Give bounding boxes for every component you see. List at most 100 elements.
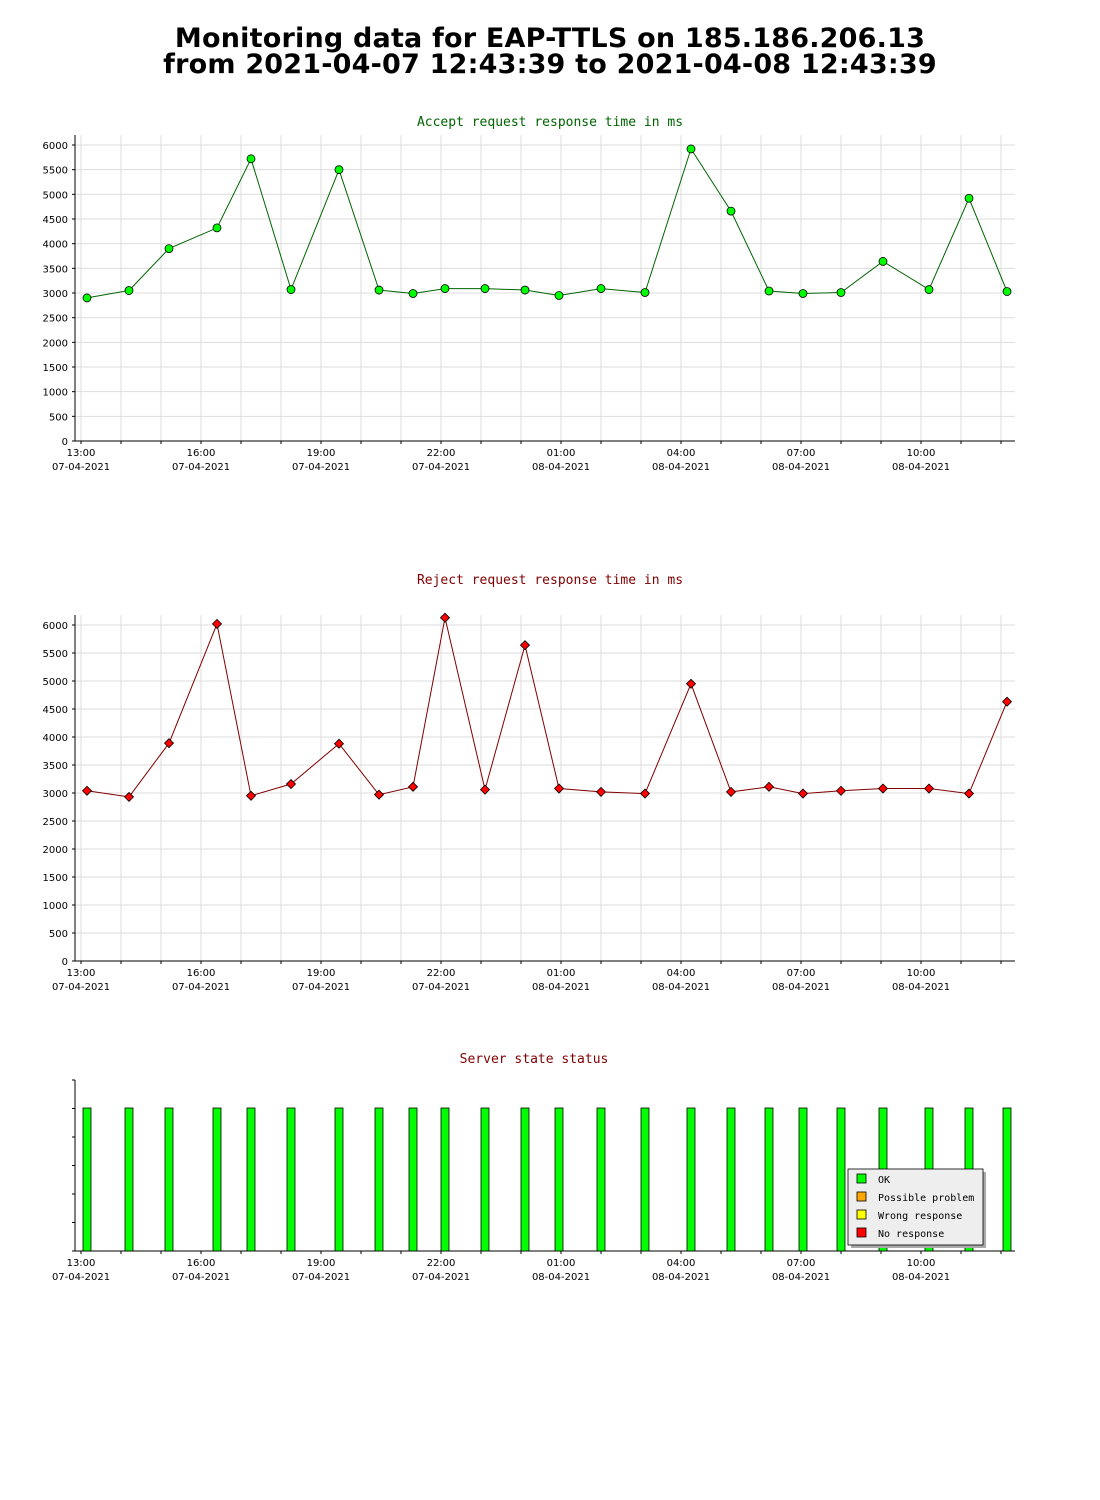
x-tick-label-date: 08-04-2021	[892, 462, 950, 473]
y-tick-label: 1500	[43, 873, 68, 884]
chart-title: Accept request response time in ms	[417, 115, 683, 130]
x-tick-label-time: 04:00	[667, 1258, 696, 1269]
status-bar	[334, 1107, 344, 1252]
x-tick-label-time: 13:00	[67, 1258, 96, 1269]
status-bar	[286, 1107, 296, 1252]
y-tick-label: 6000	[43, 621, 68, 632]
data-point	[686, 144, 696, 154]
legend-label: OK	[878, 1175, 890, 1186]
legend-label: Wrong response	[878, 1211, 962, 1222]
data-point	[1002, 287, 1012, 296]
x-tick-label-date: 07-04-2021	[412, 982, 470, 993]
x-tick-label-date: 07-04-2021	[52, 982, 110, 993]
status-bar	[164, 1107, 174, 1252]
data-point	[245, 790, 257, 801]
x-tick-label-time: 13:00	[67, 448, 96, 459]
data-point	[595, 786, 607, 797]
x-tick-label-time: 01:00	[547, 448, 576, 459]
x-tick-label-date: 08-04-2021	[772, 1272, 830, 1283]
data-point	[333, 738, 345, 749]
data-point	[639, 788, 651, 799]
y-tick-label: 3000	[43, 789, 68, 800]
y-tick-label: 5000	[43, 190, 68, 201]
status-bar	[124, 1107, 134, 1252]
y-tick-label: 4000	[43, 240, 68, 251]
x-tick-label-date: 07-04-2021	[292, 982, 350, 993]
y-tick-label: 4500	[43, 215, 68, 226]
data-point	[82, 293, 92, 303]
x-tick-label-time: 22:00	[427, 1258, 456, 1269]
data-point	[286, 285, 296, 294]
data-point	[1001, 696, 1013, 707]
status-bar	[596, 1107, 606, 1252]
legend-label: Possible problem	[878, 1193, 974, 1204]
status-bar	[836, 1107, 846, 1252]
data-point	[408, 289, 418, 298]
y-tick-label: 3500	[43, 761, 68, 772]
data-point	[373, 789, 385, 800]
legend-swatch	[856, 1209, 867, 1220]
data-point	[164, 244, 174, 254]
y-tick-label: 2500	[43, 817, 68, 828]
x-tick-label-time: 01:00	[547, 968, 576, 979]
x-tick-label-date: 08-04-2021	[652, 1272, 710, 1283]
x-tick-label-time: 22:00	[427, 448, 456, 459]
status-bar	[686, 1107, 696, 1252]
x-tick-label-date: 08-04-2021	[652, 982, 710, 993]
y-tick-label: 2000	[43, 845, 68, 856]
y-tick-label: 5500	[43, 166, 68, 177]
data-point	[211, 618, 223, 629]
x-tick-label-date: 08-04-2021	[772, 462, 830, 473]
data-point	[797, 788, 809, 799]
data-point	[798, 289, 808, 298]
legend-box	[847, 1168, 984, 1246]
data-point	[764, 286, 774, 296]
x-tick-label-date: 07-04-2021	[412, 462, 470, 473]
data-point	[439, 612, 451, 623]
data-point	[123, 791, 135, 802]
y-tick-label: 2000	[43, 338, 68, 349]
x-tick-label-time: 04:00	[667, 968, 696, 979]
y-tick-label: 5500	[43, 649, 68, 660]
x-tick-label-date: 08-04-2021	[532, 1272, 590, 1283]
y-tick-label: 3000	[43, 289, 68, 300]
x-tick-label-time: 10:00	[907, 1258, 936, 1269]
x-tick-label-time: 10:00	[907, 968, 936, 979]
status-bar	[480, 1107, 490, 1252]
x-tick-label-time: 16:00	[187, 968, 216, 979]
data-point	[877, 783, 889, 794]
status-bar	[212, 1107, 222, 1252]
data-point	[596, 284, 606, 293]
data-point	[963, 788, 975, 799]
x-tick-label-date: 07-04-2021	[292, 462, 350, 473]
data-point	[878, 257, 888, 266]
y-tick-label: 4000	[43, 733, 68, 744]
chart-title: Server state status	[460, 1052, 609, 1067]
data-point	[923, 783, 935, 794]
status-bar	[440, 1107, 450, 1252]
data-point	[685, 678, 697, 689]
x-tick-label-time: 13:00	[67, 968, 96, 979]
x-tick-label-time: 04:00	[667, 448, 696, 459]
legend-swatch	[856, 1191, 867, 1202]
status-bar	[1002, 1107, 1012, 1252]
page-title-line-1: Monitoring data for EAP-TTLS on 185.186.…	[174, 23, 926, 54]
legend-swatch	[856, 1173, 867, 1184]
data-point	[124, 286, 134, 295]
x-tick-label-time: 07:00	[787, 448, 816, 459]
y-tick-label: 1500	[43, 363, 68, 374]
data-point	[374, 285, 384, 295]
data-point	[479, 784, 491, 795]
data-point	[440, 284, 450, 293]
data-point	[407, 781, 419, 792]
x-tick-label-date: 07-04-2021	[412, 1272, 470, 1283]
x-tick-label-time: 19:00	[307, 1258, 336, 1269]
data-point	[334, 165, 344, 175]
y-tick-label: 1000	[43, 388, 68, 399]
status-bar	[554, 1107, 564, 1252]
x-tick-label-date: 08-04-2021	[532, 982, 590, 993]
chart-title: Reject request response time in ms	[417, 573, 683, 588]
x-tick-label-date: 07-04-2021	[172, 1272, 230, 1283]
y-tick-label: 500	[49, 412, 68, 423]
